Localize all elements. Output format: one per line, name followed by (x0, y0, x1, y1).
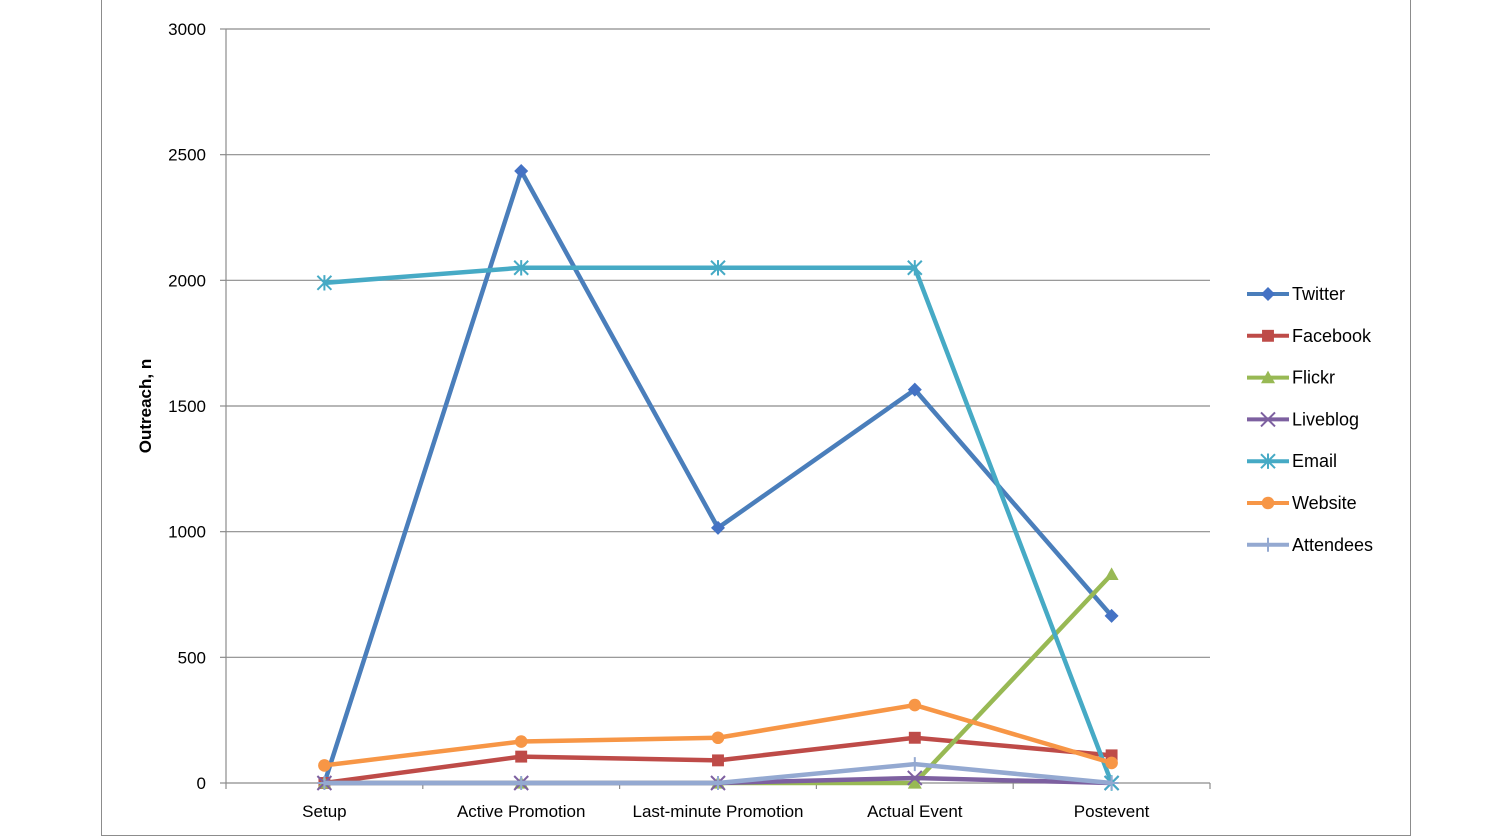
legend-item-flickr: Flickr (1247, 368, 1335, 388)
data-point (711, 731, 725, 745)
x-tick-labels: Setup Active Promotion Last-minute Promoti… (302, 802, 1149, 821)
x-tick-label: Actual Event (867, 802, 963, 821)
legend-item-twitter: Twitter (1247, 284, 1345, 304)
legend-item-attendees: Attendees (1247, 535, 1373, 555)
data-point (1104, 567, 1119, 580)
y-tick-label: 1000 (168, 523, 206, 542)
x-tick-label: Last-minute Promotion (632, 802, 803, 821)
x-tick-label: Postevent (1074, 802, 1150, 821)
data-point (1105, 756, 1118, 770)
data-point (907, 770, 923, 786)
data-point (907, 260, 923, 276)
data-point (1261, 370, 1275, 384)
data-point (908, 698, 922, 712)
data-point (711, 520, 725, 535)
legend-item-liveblog: Liveblog (1247, 409, 1359, 429)
legend-label: Attendees (1292, 535, 1373, 555)
data-point (514, 735, 528, 748)
y-tick-labels: 0 500 1000 1500 2000 2500 3000 (168, 20, 206, 793)
y-tick-label: 2000 (168, 271, 206, 290)
data-point (1260, 453, 1276, 469)
data-point (907, 757, 922, 772)
legend-item-email: Email (1247, 451, 1337, 471)
series-email (316, 260, 1120, 791)
data-point (711, 776, 725, 790)
data-point (710, 260, 726, 276)
y-tick-label: 500 (178, 648, 206, 667)
data-point (712, 754, 724, 767)
data-point (907, 382, 922, 397)
data-point (514, 776, 529, 790)
data-point (1261, 496, 1275, 510)
legend-item-website: Website (1247, 493, 1357, 513)
data-point (514, 164, 529, 179)
data-point (317, 776, 332, 790)
y-tick-label: 1500 (168, 397, 206, 416)
gridlines (220, 28, 1210, 784)
legend-label: Liveblog (1292, 409, 1359, 429)
legend-label: Email (1292, 451, 1337, 471)
data-point (908, 731, 921, 744)
axes (225, 29, 1211, 789)
series-lines (316, 164, 1120, 791)
y-tick-label: 3000 (168, 20, 206, 39)
data-point (1104, 608, 1119, 623)
legend-label: Website (1292, 493, 1357, 513)
x-tick-label: Active Promotion (457, 802, 586, 821)
legend-label: Twitter (1292, 284, 1345, 304)
data-point (1104, 776, 1119, 790)
data-point (1105, 749, 1118, 762)
y-tick-label: 0 (197, 774, 206, 793)
data-point (513, 260, 529, 276)
y-tick-label: 2500 (168, 146, 206, 165)
chart-area (101, 0, 1411, 836)
legend-label: Flickr (1292, 368, 1335, 388)
legend-item-facebook: Facebook (1247, 326, 1372, 346)
legend-label: Facebook (1292, 326, 1372, 346)
data-point (907, 776, 922, 789)
series-website (318, 698, 1118, 772)
x-tick-label: Setup (302, 802, 346, 821)
y-axis-title: Outreach, n (136, 359, 155, 453)
data-point (1262, 329, 1274, 342)
legend: Twitter Facebook Flickr Liveblog Email Websit… (1247, 284, 1373, 555)
data-point (1261, 537, 1275, 552)
data-point (318, 759, 331, 772)
data-point (316, 275, 333, 291)
data-point (1260, 411, 1276, 428)
data-point (1261, 287, 1275, 301)
data-point (515, 750, 528, 763)
series-attendees (317, 757, 1119, 790)
